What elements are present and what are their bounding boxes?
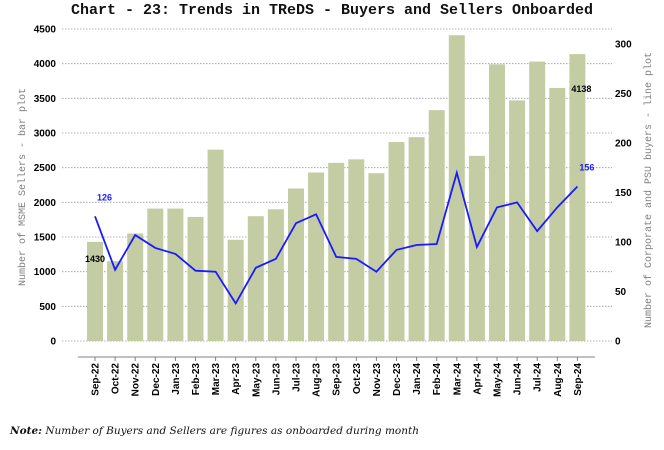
right-axis-title: Number of Corporate and PSU buyers - lin…	[643, 52, 655, 328]
bar-Jun-24	[509, 100, 526, 341]
x-tick-label: Nov-23	[372, 363, 383, 397]
left-tick-label: 2000	[34, 198, 57, 209]
bar-Oct-22	[107, 261, 124, 341]
bar-Jan-24	[408, 137, 425, 341]
x-tick-label: Jul-23	[292, 363, 303, 392]
bar-May-23	[247, 216, 264, 341]
x-tick-label: Apr-23	[231, 363, 242, 395]
right-axis-ticks: 0 50 100 150 200 250 300	[615, 40, 632, 348]
right-tick-label: 0	[615, 337, 621, 348]
x-tick-label: Mar-24	[452, 363, 463, 396]
bar-Dec-23	[388, 142, 405, 341]
left-tick-label: 500	[39, 302, 56, 313]
bar-Jul-24	[529, 61, 546, 341]
bar-Nov-23	[368, 173, 385, 341]
bar-Aug-24	[549, 87, 566, 341]
x-tick-label: Aug-23	[312, 363, 323, 397]
left-axis-ticks: 0 500 1000 1500 2000 2500 3000 3500 4000 4500	[34, 25, 57, 348]
x-tick-label: Oct-23	[352, 363, 363, 395]
bar-Feb-23	[187, 216, 204, 341]
bar-Feb-24	[428, 110, 445, 342]
bar-Mar-23	[207, 149, 224, 341]
bar-Sep-22	[87, 241, 103, 341]
footnote-prefix: Note:	[10, 425, 43, 437]
x-tick-label: Dec-22	[151, 363, 162, 396]
x-tick-label: Feb-23	[191, 363, 202, 396]
x-tick-label: Mar-23	[211, 363, 222, 396]
bar-Jan-23	[167, 208, 184, 341]
x-tick-label: Feb-24	[432, 363, 443, 396]
data-labels: 1430 4138 126 156	[85, 84, 594, 264]
x-tick-label: Sep-23	[332, 363, 343, 396]
x-tick-label: Jun-23	[271, 363, 282, 396]
x-tick-label: Sep-22	[91, 363, 102, 396]
bar-Mar-24	[448, 35, 465, 342]
x-tick-label: Sep-24	[573, 363, 584, 396]
bar-series	[87, 35, 586, 342]
bar-Jul-23	[288, 188, 304, 341]
left-tick-label: 1000	[34, 267, 57, 278]
left-tick-label: 4000	[34, 59, 57, 70]
x-tick-label: Jul-24	[533, 363, 544, 392]
right-tick-label: 250	[615, 89, 632, 100]
bar-Sep-23	[328, 162, 345, 341]
bar-data-label: 4138	[571, 84, 591, 94]
x-tick-label: Jun-24	[513, 363, 524, 396]
x-tick-label: May-24	[493, 363, 504, 397]
bar-Oct-23	[348, 159, 365, 341]
bar-Apr-23	[227, 239, 244, 341]
left-tick-label: 4500	[34, 25, 57, 36]
right-tick-label: 50	[615, 287, 627, 298]
left-tick-label: 3000	[34, 129, 57, 140]
bar-Aug-23	[308, 172, 325, 341]
right-tick-label: 300	[615, 40, 632, 51]
line-series	[94, 169, 579, 306]
left-axis-title: Number of MSME Sellers - bar plot	[17, 88, 29, 286]
left-tick-label: 2500	[34, 163, 57, 174]
footnote: Note: Number of Buyers and Sellers are f…	[10, 425, 419, 437]
left-tick-label: 3500	[34, 94, 57, 105]
x-tick-label: May-23	[251, 363, 262, 397]
footnote-text: Number of Buyers and Sellers are figures…	[42, 425, 420, 437]
right-tick-label: 100	[615, 238, 632, 249]
x-tick-label: Nov-22	[131, 363, 142, 397]
left-tick-label: 0	[50, 337, 56, 348]
bar-Sep-24	[569, 54, 586, 342]
bar-data-label: 1430	[85, 254, 105, 264]
x-tick-label: Apr-24	[472, 363, 483, 395]
right-tick-label: 150	[615, 188, 632, 199]
left-tick-label: 1500	[34, 233, 57, 244]
bar-Nov-22	[127, 233, 144, 341]
x-tick-label: Oct-22	[111, 363, 122, 395]
x-tick-label: Aug-24	[553, 363, 564, 397]
right-tick-label: 200	[615, 139, 632, 150]
x-tick-label: Dec-23	[392, 363, 403, 396]
bar-Jun-23	[267, 209, 284, 341]
x-tick-label: Jan-23	[171, 363, 182, 395]
x-tick-label: Jan-24	[412, 363, 423, 395]
chart-svg: 0 500 1000 1500 2000 2500 3000 3500 4000 4500 0 50…	[17, 25, 655, 397]
line-data-label: 156	[579, 163, 594, 173]
bar-Dec-22	[147, 208, 164, 341]
chart-title: Chart - 23: Trends in TReDS - Buyers and…	[70, 2, 594, 19]
x-axis: Sep-22 Oct-22 Nov-22 Dec-22 Jan-23 Feb-23 Mar-…	[78, 356, 595, 397]
bar-May-24	[489, 64, 505, 342]
line-data-label: 126	[97, 192, 112, 202]
